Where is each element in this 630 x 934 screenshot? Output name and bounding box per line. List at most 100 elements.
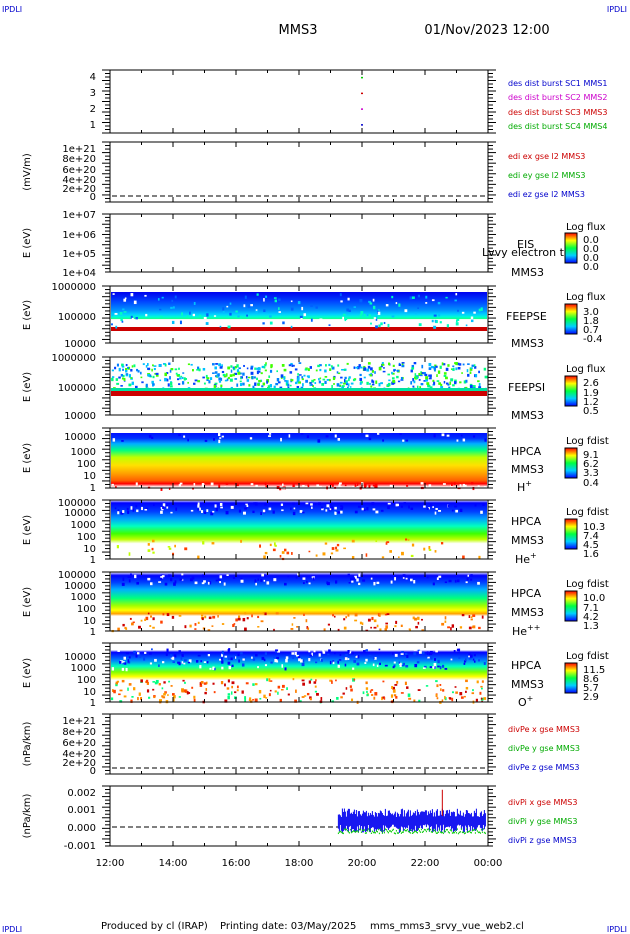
- spectrogram-cell: [419, 374, 423, 377]
- spectrogram-cell: [444, 581, 448, 584]
- spectrogram-cell: [263, 658, 266, 662]
- spectrogram-cell: [273, 655, 276, 659]
- spectrogram-cell: [481, 700, 483, 703]
- spectrogram-cell: [355, 656, 358, 658]
- spectrogram-cell: [302, 682, 305, 686]
- spectrogram-cell: [155, 374, 159, 377]
- spectrogram-cell: [464, 660, 467, 663]
- spectrogram-cell: [333, 615, 336, 618]
- spectrogram-cell: [319, 377, 322, 380]
- spectrogram-cell: [115, 325, 118, 329]
- y-axis-label: (nPa/km): [22, 794, 33, 839]
- spectrogram-cell: [463, 662, 466, 665]
- spectrogram-cell: [303, 695, 307, 697]
- spectrogram-cell: [239, 382, 243, 387]
- spectrogram-cell: [462, 363, 465, 366]
- spectrogram-cell: [341, 386, 344, 390]
- spectrogram-cell: [355, 366, 359, 369]
- spectrogram-cell: [357, 655, 360, 659]
- spectrogram-cell: [132, 508, 135, 512]
- spectrogram-cell: [412, 616, 415, 620]
- spectrogram-cell: [425, 655, 428, 658]
- ytick-label: 1000: [71, 592, 96, 603]
- spectrogram-cell: [388, 362, 390, 366]
- spectrogram-cell: [370, 689, 374, 691]
- spectrogram-cell: [148, 696, 151, 699]
- spectrogram-cell: [368, 437, 372, 441]
- spectrogram-cell: [288, 364, 292, 367]
- spectrogram-cell: [160, 620, 163, 624]
- spectrogram-cell: [139, 371, 142, 375]
- instrument-label: FEEPSI: [508, 381, 545, 394]
- spectrogram-cell: [179, 320, 182, 325]
- spectrogram-cell: [122, 510, 125, 513]
- spectrogram-cell: [434, 511, 437, 515]
- spectrogram-cell: [359, 621, 362, 625]
- spectrogram-cell: [373, 696, 376, 700]
- spectrogram-cell: [197, 555, 200, 559]
- spectrogram-cell: [401, 364, 405, 368]
- overlay-label: Lvvy electron to: [482, 246, 571, 259]
- spectrogram-cell: [375, 380, 378, 384]
- spectrogram-cell: [215, 579, 218, 582]
- spectrogram-cell: [295, 576, 298, 579]
- spectrogram-cell: [125, 373, 129, 377]
- spectrogram-cell: [424, 485, 427, 488]
- spectrogram-cell: [393, 368, 396, 371]
- spectrogram-cell: [322, 552, 326, 556]
- spectrogram-cell: [113, 689, 116, 694]
- spectrogram-cell: [254, 367, 256, 370]
- spectrogram-cell: [387, 505, 390, 510]
- ytick-label: 2e+20: [62, 758, 96, 769]
- spectrogram-cell: [445, 296, 448, 299]
- spectrogram-cell: [389, 484, 393, 489]
- spectrogram-cell: [439, 321, 442, 324]
- spectrogram-cell: [324, 542, 328, 545]
- spectrogram-cell: [426, 576, 429, 579]
- spectrogram-cell: [472, 658, 475, 661]
- spectrogram-cell: [249, 697, 252, 701]
- spectrogram-cell: [324, 369, 327, 373]
- spectrogram-cell: [385, 304, 389, 307]
- spectrogram-cell: [462, 483, 465, 488]
- ytick-label: 10: [83, 544, 96, 555]
- spectrogram-cell: [264, 551, 268, 555]
- spectrogram-cell: [264, 652, 268, 656]
- spectrogram-cell: [251, 614, 253, 618]
- spectrogram-cell: [472, 486, 475, 491]
- spectrogram-cell: [264, 664, 268, 667]
- ytick-label: 10000: [64, 508, 96, 519]
- spectrogram-cell: [381, 363, 385, 366]
- spectrogram-cell: [415, 376, 419, 380]
- spectrogram-cell: [210, 377, 213, 380]
- spectrogram-cell: [208, 380, 211, 384]
- spectrogram-cell: [267, 385, 271, 389]
- spectrogram-cell: [425, 376, 429, 380]
- spectrogram-cell: [139, 654, 141, 658]
- spectrogram-cell: [428, 507, 430, 510]
- spectrogram-cell: [414, 373, 417, 377]
- spectrogram-cell: [386, 541, 390, 544]
- spectrogram-cell: [311, 506, 313, 509]
- spectrogram-cell: [134, 385, 138, 390]
- spectrogram-cell: [284, 380, 287, 382]
- spectrogram-cell: [328, 363, 331, 367]
- spectrogram-cell: [374, 371, 376, 374]
- spectrogram-cell: [451, 509, 454, 512]
- spectrogram-cell: [237, 371, 241, 375]
- spectrogram-cell: [479, 487, 482, 490]
- panel-eis: 1e+07 1e+06 1e+05 1e+04 E (eV) EIS Lvvy …: [22, 210, 606, 279]
- spectrogram-cell: [462, 438, 466, 442]
- spectrogram-cell: [323, 628, 326, 631]
- spectrogram-cell: [292, 484, 295, 487]
- spectrogram-cell: [480, 687, 483, 690]
- xtick-label: 20:00: [348, 858, 377, 869]
- spectrogram-cell: [122, 368, 124, 371]
- spectrogram-cell: [380, 382, 383, 385]
- spectrogram-cell: [391, 315, 395, 318]
- legend-entry: divPi x gse MMS3: [508, 798, 577, 807]
- spectrogram-cell: [446, 434, 450, 437]
- instrument-label: FEEPSE: [506, 310, 547, 323]
- spectrogram-cell: [465, 581, 468, 584]
